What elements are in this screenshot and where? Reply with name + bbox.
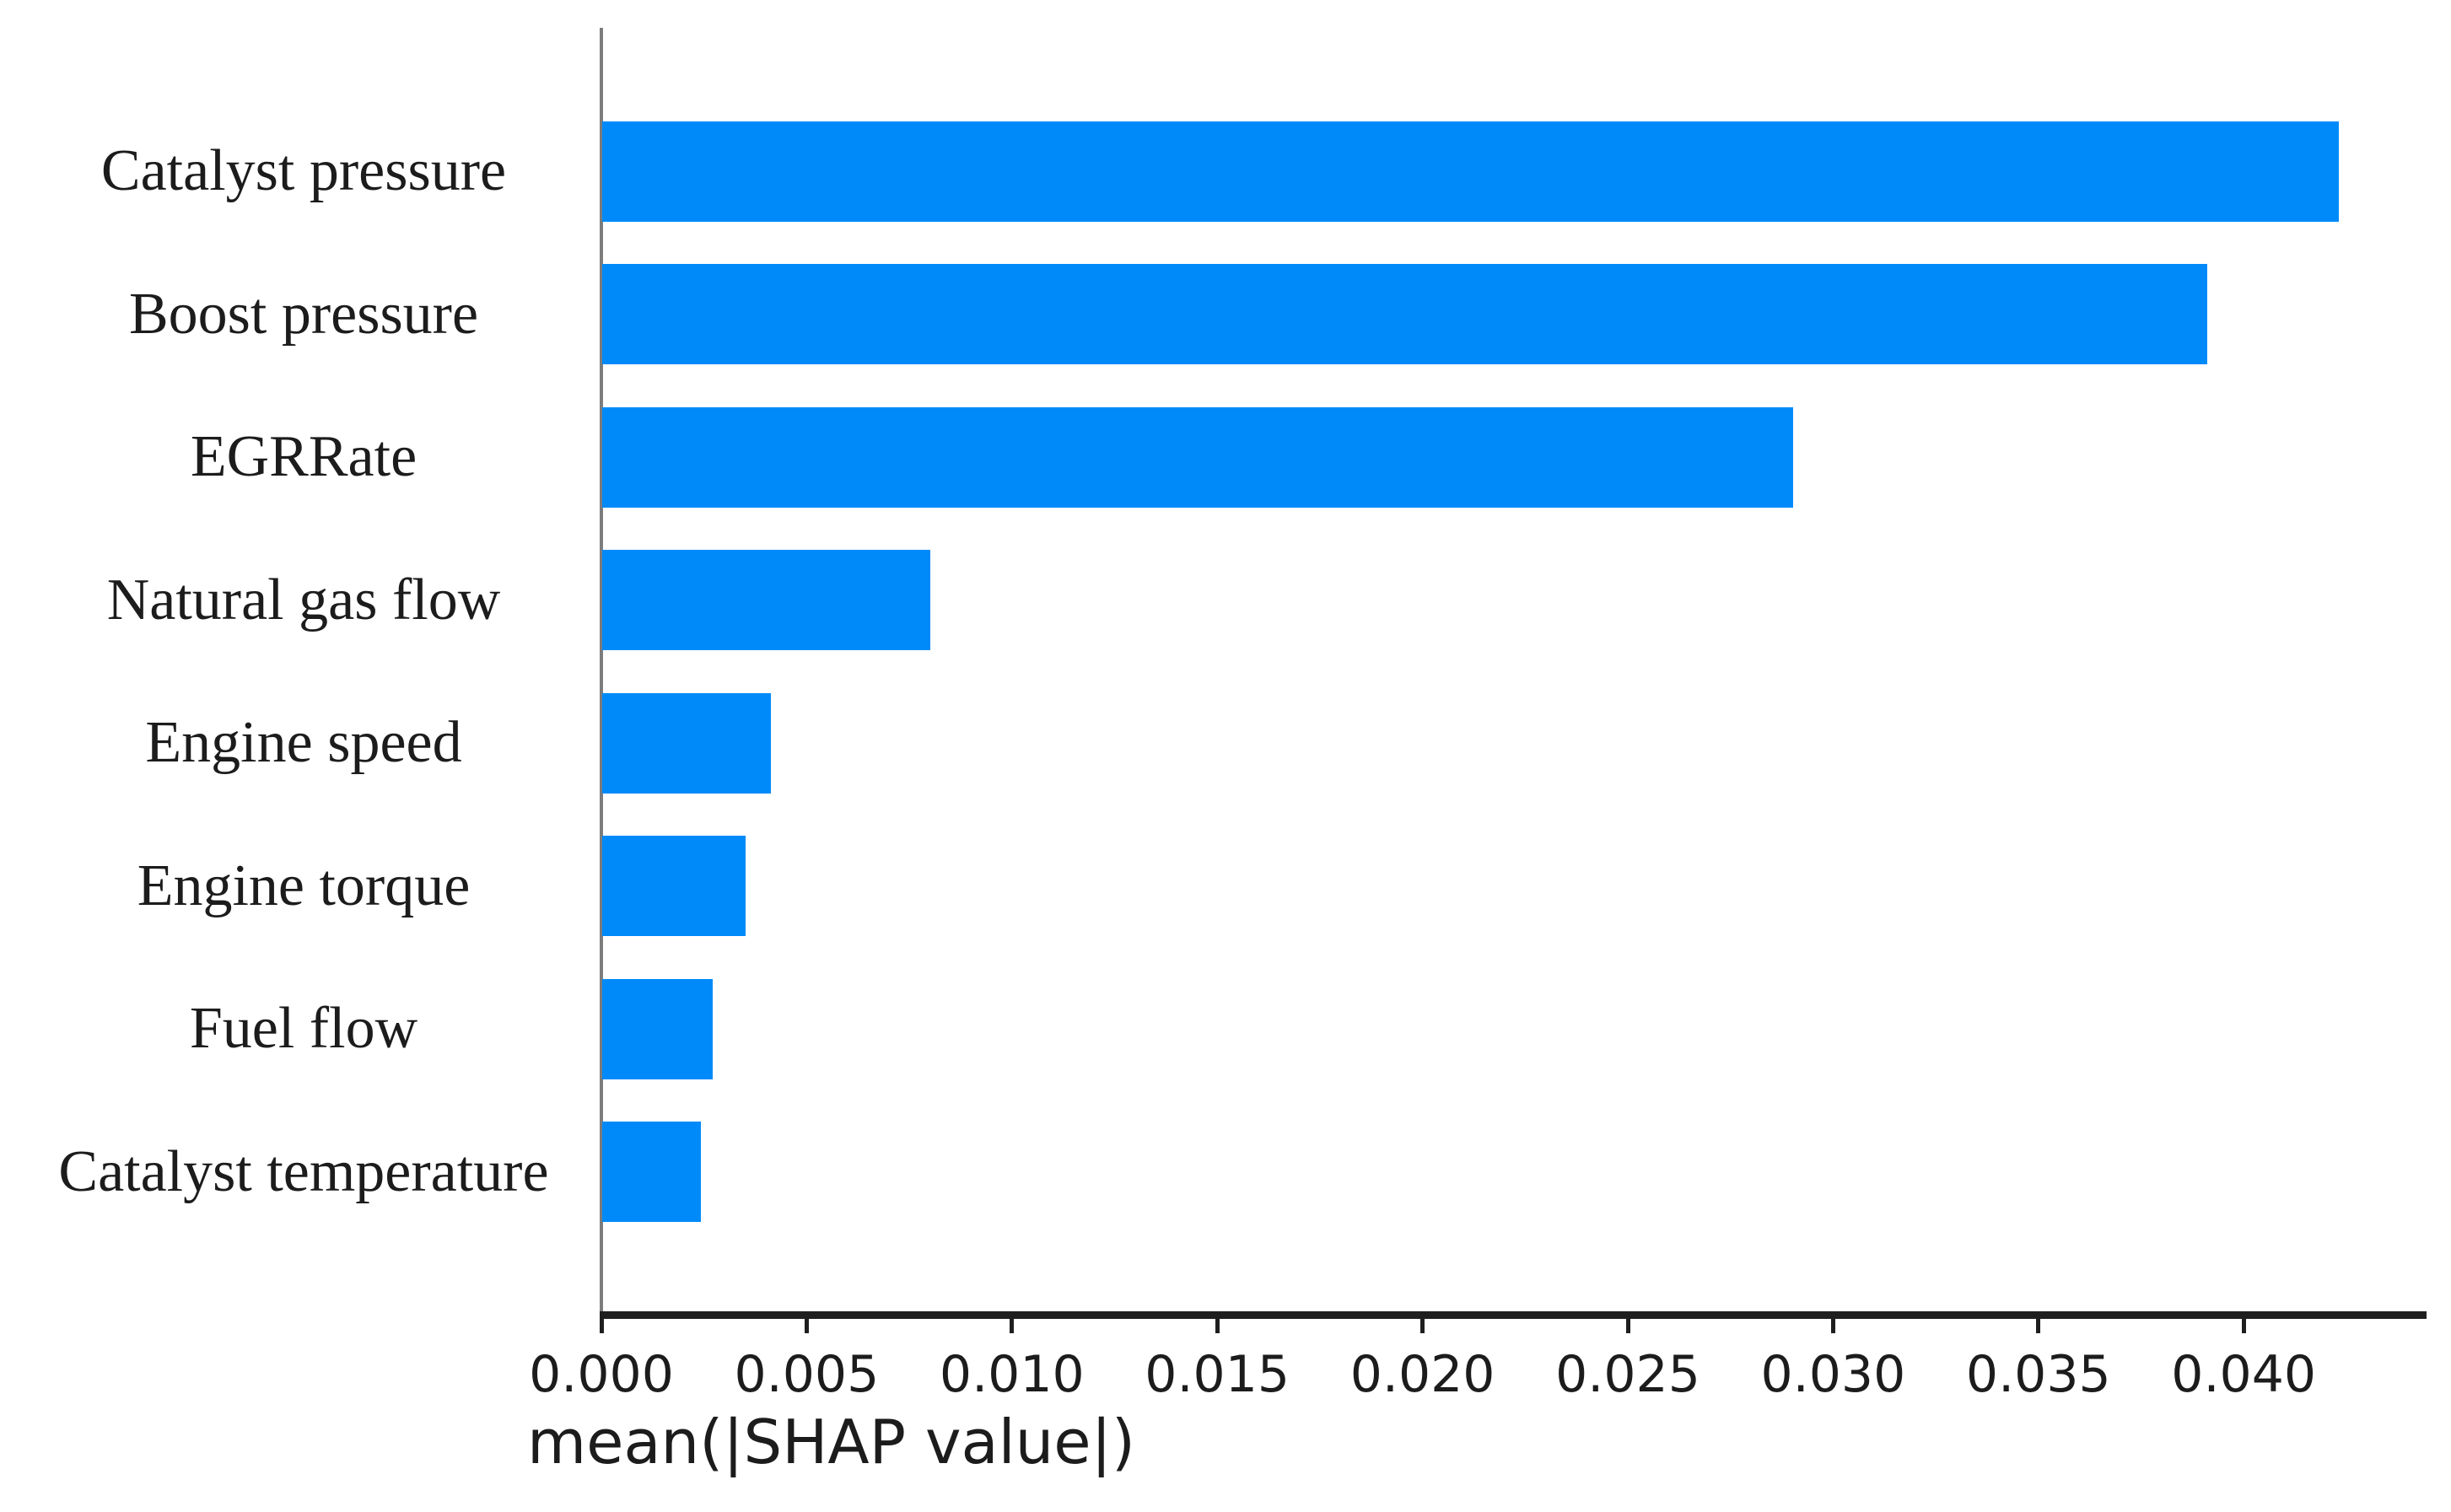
x-tick-label-0.015: 0.015 bbox=[1145, 1345, 1290, 1404]
x-tick-label-0.030: 0.030 bbox=[1760, 1345, 1906, 1404]
y-tick-label-catalyst-pressure: Catalyst pressure bbox=[100, 138, 507, 203]
y-tick-label-fuel-flow: Fuel flow bbox=[189, 996, 418, 1061]
bar-engine-speed bbox=[602, 692, 771, 794]
x-tick-mark-0.035 bbox=[2036, 1319, 2041, 1333]
bar-catalyst-pressure bbox=[602, 121, 2339, 222]
bar-fuel-flow bbox=[602, 978, 713, 1079]
y-tick-label-egrrate: EGRRate bbox=[190, 424, 417, 489]
y-tick-label-engine-torque: Engine torque bbox=[137, 853, 471, 918]
x-tick-label-0.005: 0.005 bbox=[734, 1345, 880, 1404]
x-tick-label-0.000: 0.000 bbox=[529, 1345, 674, 1404]
x-tick-mark-0.040 bbox=[2241, 1319, 2246, 1333]
x-axis-title: mean(|SHAP value|) bbox=[527, 1407, 1135, 1477]
bar-engine-torque bbox=[602, 836, 746, 936]
bar-boost-pressure bbox=[602, 264, 2207, 364]
x-tick-label-0.010: 0.010 bbox=[939, 1345, 1085, 1404]
y-tick-label-engine-speed: Engine speed bbox=[145, 710, 462, 775]
x-tick-label-0.035: 0.035 bbox=[1965, 1345, 2111, 1404]
bar-natural-gas-flow bbox=[602, 550, 930, 650]
x-tick-mark-0.030 bbox=[1830, 1319, 1835, 1333]
x-tick-mark-0.020 bbox=[1420, 1319, 1425, 1333]
x-axis-line bbox=[600, 1311, 2427, 1319]
bar-catalyst-temperature bbox=[602, 1122, 701, 1222]
y-tick-label-natural-gas-flow: Natural gas flow bbox=[106, 567, 501, 632]
x-tick-mark-0.025 bbox=[1625, 1319, 1630, 1333]
x-tick-label-0.020: 0.020 bbox=[1349, 1345, 1495, 1404]
y-axis-spine bbox=[600, 28, 603, 1313]
y-tick-label-boost-pressure: Boost pressure bbox=[128, 281, 479, 347]
x-tick-mark-0.015 bbox=[1215, 1319, 1220, 1333]
x-tick-label-0.025: 0.025 bbox=[1555, 1345, 1700, 1404]
bar-egrrate bbox=[602, 406, 1793, 508]
x-tick-mark-0.005 bbox=[804, 1319, 809, 1333]
y-tick-label-catalyst-temperature: Catalyst temperature bbox=[58, 1138, 549, 1204]
x-tick-mark-0.010 bbox=[1010, 1319, 1015, 1333]
x-tick-mark-0.000 bbox=[599, 1319, 604, 1333]
x-tick-label-0.040: 0.040 bbox=[2171, 1345, 2317, 1404]
